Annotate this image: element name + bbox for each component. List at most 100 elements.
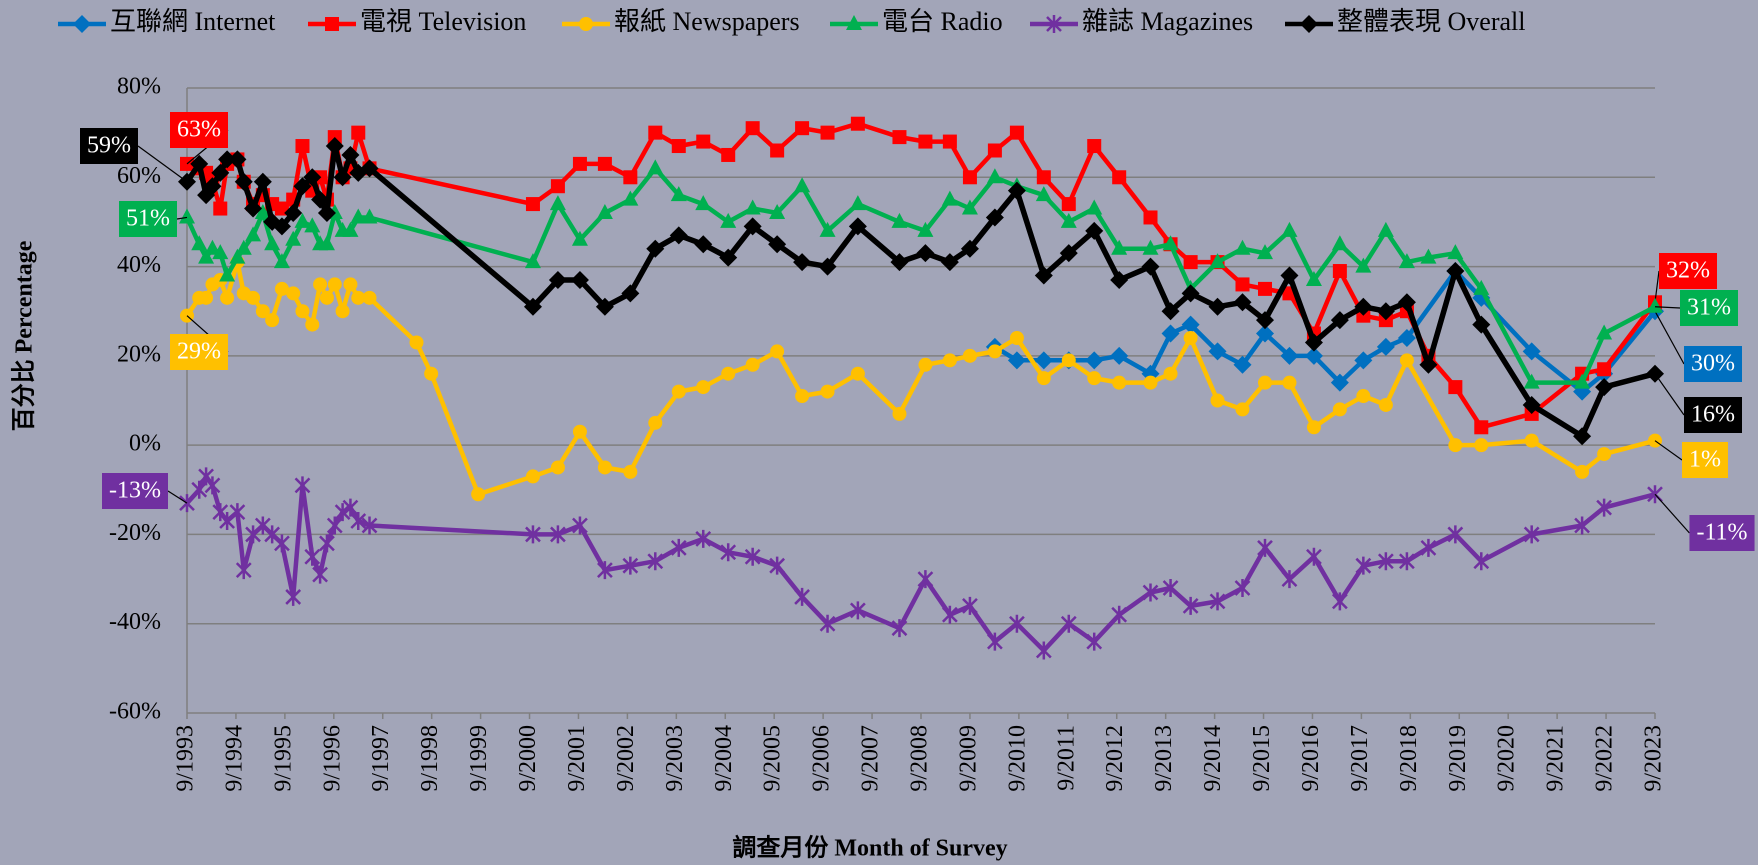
marker (254, 204, 271, 219)
marker (1143, 375, 1158, 390)
marker (1524, 433, 1539, 448)
label-box (80, 128, 138, 164)
marker (1378, 397, 1393, 412)
marker (696, 134, 711, 149)
marker (1181, 315, 1200, 334)
marker (228, 150, 247, 169)
value-label: 59% (87, 133, 131, 159)
marker (351, 290, 366, 305)
marker (1397, 329, 1416, 347)
x-tick-label: 9/1998 (417, 725, 443, 792)
marker (1332, 264, 1347, 279)
marker (326, 516, 343, 535)
marker (621, 284, 640, 303)
marker (846, 15, 862, 30)
marker (571, 230, 588, 246)
y-tick-label: 0% (129, 431, 161, 457)
marker (319, 534, 335, 553)
marker (719, 248, 738, 267)
marker (274, 281, 289, 296)
marker (1210, 393, 1225, 408)
marker (848, 217, 867, 236)
y-tick-label: 40% (117, 252, 161, 278)
marker (892, 130, 907, 145)
marker (525, 197, 540, 212)
marker (849, 601, 866, 620)
marker (229, 248, 246, 264)
marker (409, 335, 424, 350)
x-tick-label: 9/2006 (809, 725, 835, 792)
legend-entry: 雜誌 Magazines (1030, 7, 1253, 36)
marker (891, 619, 908, 638)
x-tick-label: 9/2020 (1494, 725, 1520, 792)
marker (942, 353, 957, 368)
marker (1060, 614, 1077, 633)
marker (1182, 596, 1199, 615)
marker (1009, 331, 1024, 345)
marker (1181, 284, 1200, 303)
value-label: -13% (109, 478, 161, 504)
marker (549, 195, 566, 211)
label-box (102, 473, 168, 509)
marker (1331, 235, 1348, 251)
marker (294, 476, 311, 495)
marker (424, 366, 439, 381)
marker (1112, 170, 1127, 185)
x-tick-label: 9/1993 (173, 725, 199, 792)
marker (235, 239, 252, 255)
marker (1009, 125, 1024, 140)
marker (311, 190, 330, 209)
marker (795, 389, 810, 404)
marker (362, 290, 377, 305)
marker (360, 159, 379, 178)
x-tick-label: 9/1997 (368, 725, 394, 792)
marker (342, 498, 359, 517)
marker (648, 415, 663, 430)
marker (1161, 302, 1180, 321)
marker (1162, 235, 1179, 251)
marker (1377, 552, 1394, 571)
series (179, 159, 1663, 389)
marker (1376, 302, 1395, 321)
marker (204, 476, 221, 495)
x-tick-label: 9/2011 (1053, 725, 1079, 791)
marker (1473, 279, 1490, 295)
marker (179, 208, 195, 224)
marker (597, 156, 612, 171)
marker (253, 172, 272, 191)
marker (1234, 239, 1251, 255)
marker (218, 150, 237, 169)
marker (350, 208, 367, 224)
marker (350, 512, 367, 531)
x-tick-label: 9/2022 (1592, 725, 1618, 792)
marker (548, 270, 567, 289)
legend-entry: 互聯網 Internet (58, 7, 276, 36)
marker (917, 221, 934, 237)
value-label: 31% (1687, 295, 1731, 321)
marker (1280, 266, 1299, 285)
label-box (1684, 397, 1742, 433)
marker (1035, 186, 1052, 202)
marker (794, 587, 810, 606)
marker (1257, 538, 1273, 557)
marker (1141, 257, 1160, 276)
marker (304, 217, 321, 233)
marker (744, 547, 761, 566)
marker (334, 503, 351, 522)
marker (596, 204, 613, 219)
marker (819, 221, 836, 237)
marker (1574, 516, 1590, 535)
marker (212, 503, 229, 522)
marker (220, 290, 235, 305)
label-box (1659, 253, 1717, 289)
marker (1036, 371, 1051, 386)
marker (1596, 498, 1612, 517)
marker (572, 516, 588, 535)
marker (768, 235, 787, 254)
marker (1446, 262, 1465, 281)
marker (818, 257, 837, 276)
marker (1448, 438, 1463, 453)
marker (745, 357, 760, 372)
